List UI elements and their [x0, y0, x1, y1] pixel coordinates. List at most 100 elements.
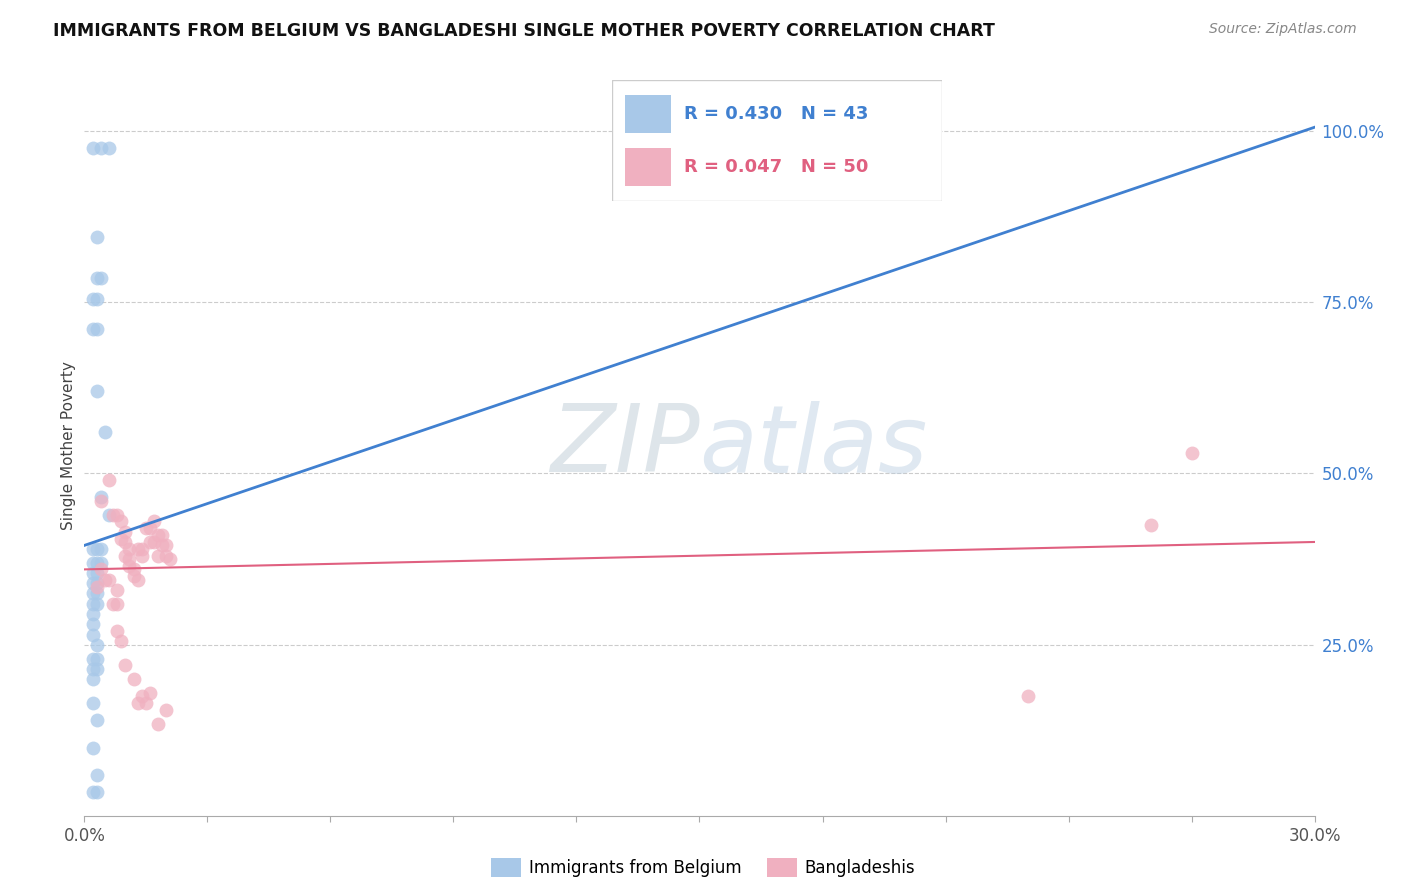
Point	[150, 538, 173, 552]
Point	[86, 597, 108, 611]
Point	[82, 672, 104, 686]
Text: R = 0.430   N = 43: R = 0.430 N = 43	[685, 105, 869, 123]
Point	[90, 562, 112, 576]
Point	[131, 690, 153, 704]
Point	[86, 768, 108, 782]
Point	[114, 535, 136, 549]
Point	[143, 515, 166, 529]
Point	[82, 651, 104, 665]
Point	[82, 740, 104, 755]
Point	[122, 569, 145, 583]
Point	[94, 425, 117, 440]
Point	[86, 384, 108, 399]
Point	[90, 556, 112, 570]
Point	[159, 552, 181, 566]
Point	[135, 696, 157, 710]
Point	[82, 292, 104, 306]
Point	[86, 322, 108, 336]
Point	[122, 562, 145, 576]
Point	[98, 141, 120, 155]
Point	[155, 549, 177, 563]
Point	[82, 627, 104, 641]
Point	[82, 566, 104, 580]
Legend: Immigrants from Belgium, Bangladeshis: Immigrants from Belgium, Bangladeshis	[484, 851, 922, 884]
Point	[82, 607, 104, 621]
Point	[86, 556, 108, 570]
Point	[150, 528, 173, 542]
Point	[90, 271, 112, 285]
Point	[105, 597, 128, 611]
Point	[127, 541, 149, 556]
Point	[82, 141, 104, 155]
Point	[86, 586, 108, 600]
Text: IMMIGRANTS FROM BELGIUM VS BANGLADESHI SINGLE MOTHER POVERTY CORRELATION CHART: IMMIGRANTS FROM BELGIUM VS BANGLADESHI S…	[53, 22, 995, 40]
Point	[139, 521, 162, 535]
Point	[82, 576, 104, 591]
Point	[101, 508, 124, 522]
Point	[1139, 517, 1161, 532]
Point	[1181, 446, 1204, 460]
Text: Source: ZipAtlas.com: Source: ZipAtlas.com	[1209, 22, 1357, 37]
Bar	[624, 95, 671, 133]
Point	[90, 493, 112, 508]
Point	[105, 508, 128, 522]
Point	[131, 549, 153, 563]
Point	[148, 716, 170, 731]
Point	[155, 703, 177, 717]
Point	[82, 597, 104, 611]
Point	[143, 535, 166, 549]
Point	[105, 582, 128, 597]
Point	[98, 508, 120, 522]
Point	[86, 271, 108, 285]
Bar	[624, 148, 671, 186]
Point	[86, 541, 108, 556]
Point	[131, 541, 153, 556]
Point	[82, 617, 104, 632]
Point	[127, 696, 149, 710]
Point	[86, 713, 108, 727]
Point	[114, 524, 136, 539]
Point	[86, 662, 108, 676]
Point	[90, 491, 112, 505]
Point	[148, 549, 170, 563]
Point	[98, 473, 120, 487]
Point	[86, 230, 108, 244]
Point	[82, 556, 104, 570]
Y-axis label: Single Mother Poverty: Single Mother Poverty	[60, 361, 76, 531]
Point	[155, 538, 177, 552]
Point	[139, 686, 162, 700]
Point	[118, 552, 141, 566]
Point	[118, 558, 141, 573]
Point	[98, 573, 120, 587]
Point	[86, 785, 108, 799]
Point	[82, 662, 104, 676]
Point	[148, 528, 170, 542]
Point	[101, 597, 124, 611]
FancyBboxPatch shape	[612, 80, 942, 201]
Point	[82, 322, 104, 336]
Point	[82, 785, 104, 799]
Point	[82, 586, 104, 600]
Point	[86, 580, 108, 594]
Point	[86, 292, 108, 306]
Point	[90, 541, 112, 556]
Point	[110, 515, 132, 529]
Point	[114, 549, 136, 563]
Point	[139, 535, 162, 549]
Point	[1017, 690, 1039, 704]
Text: atlas: atlas	[700, 401, 928, 491]
Text: ZIP: ZIP	[550, 401, 700, 491]
Point	[110, 532, 132, 546]
Point	[114, 658, 136, 673]
Point	[105, 624, 128, 639]
Point	[82, 696, 104, 710]
Point	[86, 638, 108, 652]
Point	[122, 672, 145, 686]
Point	[90, 141, 112, 155]
Point	[118, 541, 141, 556]
Text: R = 0.047   N = 50: R = 0.047 N = 50	[685, 158, 869, 176]
Point	[86, 651, 108, 665]
Point	[135, 521, 157, 535]
Point	[127, 573, 149, 587]
Point	[110, 634, 132, 648]
